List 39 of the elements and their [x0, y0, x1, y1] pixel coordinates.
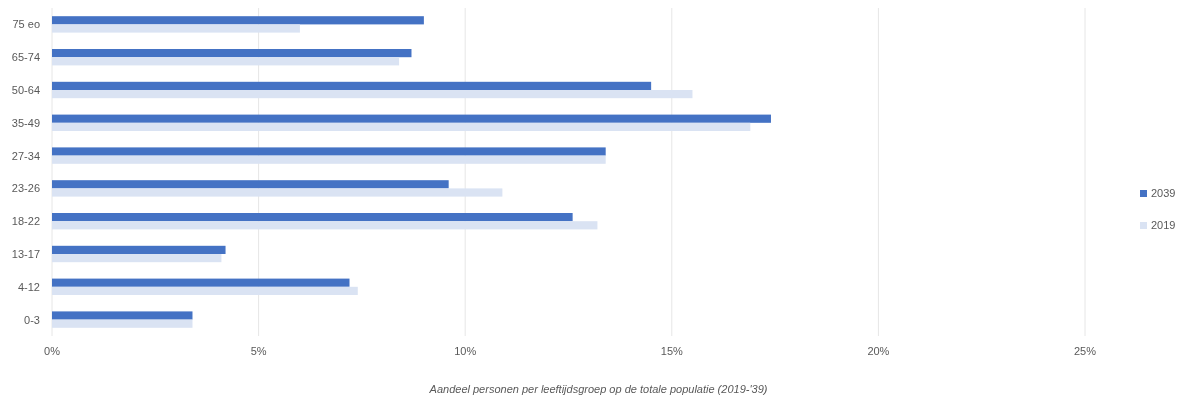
bar [52, 155, 606, 164]
x-tick-label: 20% [867, 345, 890, 357]
y-tick-label: 0-3 [24, 313, 40, 326]
legend-label: 2039 [1151, 187, 1176, 199]
y-tick-label: 18-22 [11, 215, 40, 228]
bar [52, 49, 412, 58]
bar [52, 90, 693, 99]
x-tick-label: 5% [250, 345, 267, 357]
y-tick-label: 4-12 [17, 280, 40, 293]
bar [52, 188, 503, 197]
bar [52, 286, 358, 295]
bar [52, 24, 300, 33]
y-tick-label: 23-26 [11, 182, 40, 195]
x-axis-title: Aandeel personen per leeftijdsgroep op de totale populatie (2019-'39) [428, 383, 768, 395]
y-tick-label: 75 eo [12, 18, 40, 31]
x-tick-label: 25% [1073, 345, 1097, 357]
bar [52, 57, 400, 66]
bar [52, 311, 193, 320]
bar [52, 245, 226, 254]
x-tick-label: 10% [454, 345, 477, 357]
bar [52, 114, 771, 123]
bar [52, 278, 350, 287]
bar [52, 221, 598, 230]
y-tick-label: 27-34 [11, 149, 40, 162]
y-tick-label: 65-74 [11, 51, 40, 64]
x-tick-label: 0% [44, 345, 61, 357]
bar [52, 213, 573, 222]
bar [52, 147, 606, 156]
bar [52, 16, 424, 25]
bar [52, 319, 193, 328]
bar [52, 81, 652, 90]
bar [52, 122, 751, 131]
y-tick-label: 35-49 [11, 116, 40, 129]
bar [52, 180, 449, 189]
y-tick-label: 13-17 [11, 248, 40, 260]
y-tick-label: 50-64 [11, 84, 40, 96]
x-tick-label: 15% [660, 345, 684, 357]
bar [52, 254, 222, 263]
legend-label: 2019 [1151, 219, 1176, 231]
